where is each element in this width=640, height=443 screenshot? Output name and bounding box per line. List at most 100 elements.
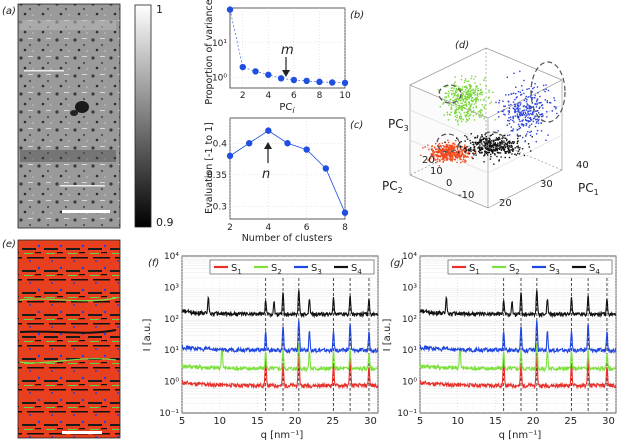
scatter-point bbox=[517, 129, 519, 131]
panel-g-tag: (g) bbox=[390, 258, 404, 269]
scatter-point bbox=[527, 121, 530, 123]
scatter-point bbox=[466, 97, 468, 99]
scatter-point bbox=[492, 147, 495, 149]
scatter-point bbox=[487, 154, 489, 156]
scatter-point bbox=[455, 109, 458, 112]
scatter-point bbox=[515, 104, 517, 106]
scatter-point bbox=[524, 97, 527, 100]
scatter-point bbox=[527, 143, 530, 145]
scatter-point bbox=[480, 148, 482, 150]
scatter-point bbox=[529, 124, 531, 127]
scatter-point bbox=[529, 110, 531, 112]
scatter-point bbox=[501, 137, 503, 140]
scatter-point bbox=[455, 91, 458, 93]
scatter-point bbox=[518, 116, 520, 119]
scatter-point bbox=[456, 146, 458, 148]
scatter-point bbox=[499, 144, 501, 146]
scatter-point bbox=[510, 142, 513, 144]
scatter-point bbox=[450, 111, 452, 113]
scatter-point bbox=[528, 88, 530, 90]
scatter-point bbox=[456, 148, 459, 150]
scatter-point bbox=[544, 99, 546, 101]
scatter-point bbox=[456, 88, 459, 91]
scatter-point bbox=[463, 91, 465, 93]
scatter-point bbox=[430, 157, 432, 159]
scatter-point bbox=[446, 146, 448, 148]
panel-f-chart: (f) 5 10 15 20 25 30 10⁻¹ 10⁰ 10¹ 10² 10³ 10⁴ S1 S2 S… bbox=[142, 252, 379, 441]
scatter-point bbox=[522, 112, 524, 114]
scatter-point bbox=[480, 92, 482, 94]
scatter-point bbox=[485, 135, 487, 138]
scatter-point bbox=[447, 151, 450, 153]
scatter-point bbox=[448, 153, 451, 155]
scatter-point bbox=[474, 152, 477, 154]
scatter-point bbox=[527, 113, 530, 115]
scatter-point bbox=[514, 105, 516, 108]
scatter-point bbox=[532, 110, 535, 112]
scatter-point bbox=[518, 115, 520, 118]
x-tick-label: 10 bbox=[213, 416, 226, 427]
scatter-point bbox=[464, 154, 466, 157]
scatter-point bbox=[451, 93, 453, 96]
data-point bbox=[341, 209, 349, 216]
scatter-point bbox=[461, 97, 463, 99]
scatter-point bbox=[452, 92, 455, 95]
scatter-point bbox=[489, 141, 492, 143]
scatter-point bbox=[473, 99, 475, 101]
scatter-point bbox=[488, 91, 490, 93]
scatter-point bbox=[479, 83, 481, 86]
pc2-tick-10: 10 bbox=[430, 166, 443, 177]
scatter-point bbox=[475, 98, 477, 100]
scatter-point bbox=[476, 92, 478, 94]
y-tick-label: 10⁴ bbox=[164, 252, 179, 262]
scatter-point bbox=[484, 143, 486, 146]
scatter-point bbox=[488, 89, 490, 91]
scatter-point bbox=[445, 147, 447, 149]
scatter-point bbox=[473, 141, 475, 144]
scatter-point bbox=[472, 152, 474, 154]
panel-c-chart: 2 4 6 80.30.350.4 (c) Evaluation [-1 to 1] … bbox=[204, 117, 363, 244]
scatter-point bbox=[514, 153, 516, 155]
scatter-point bbox=[450, 154, 452, 157]
legend-label: S3 bbox=[549, 263, 560, 276]
scatter-point bbox=[457, 154, 460, 156]
scatter-point bbox=[457, 95, 460, 97]
scatter-point bbox=[440, 151, 443, 153]
scatter-point bbox=[518, 128, 520, 130]
scatter-point bbox=[538, 112, 540, 114]
scatter-point bbox=[469, 106, 471, 108]
scatter-point bbox=[525, 109, 528, 111]
scatter-point bbox=[484, 146, 486, 149]
scatter-point bbox=[484, 138, 487, 140]
scatter-point bbox=[507, 150, 509, 153]
scatter-point bbox=[482, 99, 485, 101]
y-tick-label: 10⁻¹ bbox=[159, 409, 179, 419]
scatter-point bbox=[503, 144, 506, 147]
scatter-point bbox=[450, 89, 452, 92]
scatter-point bbox=[439, 148, 441, 151]
scatter-point bbox=[534, 94, 536, 97]
scatter-point bbox=[508, 145, 510, 147]
colorbar-max-label: 1 bbox=[156, 3, 163, 16]
data-point bbox=[284, 140, 291, 147]
scatter-point bbox=[484, 133, 486, 136]
scatter-point bbox=[452, 96, 454, 98]
scatter-point bbox=[458, 86, 460, 88]
scatter-point bbox=[507, 142, 509, 144]
scatter-point bbox=[511, 146, 513, 148]
scatter-point bbox=[487, 140, 489, 142]
scatter-point bbox=[448, 92, 450, 94]
scatter-point bbox=[512, 130, 514, 132]
scatter-point bbox=[438, 148, 440, 150]
scatter-point bbox=[465, 85, 467, 87]
scatter-point bbox=[537, 92, 539, 94]
scatter-point bbox=[453, 152, 456, 155]
panel-f-tag: (f) bbox=[148, 258, 159, 269]
scatter-point bbox=[519, 108, 521, 110]
scatter-point bbox=[522, 124, 525, 126]
scatter-point bbox=[514, 115, 516, 117]
scatter-point bbox=[531, 113, 533, 116]
scatter-point bbox=[529, 107, 531, 109]
scatter-point bbox=[458, 111, 461, 114]
scatter-point bbox=[470, 105, 472, 107]
